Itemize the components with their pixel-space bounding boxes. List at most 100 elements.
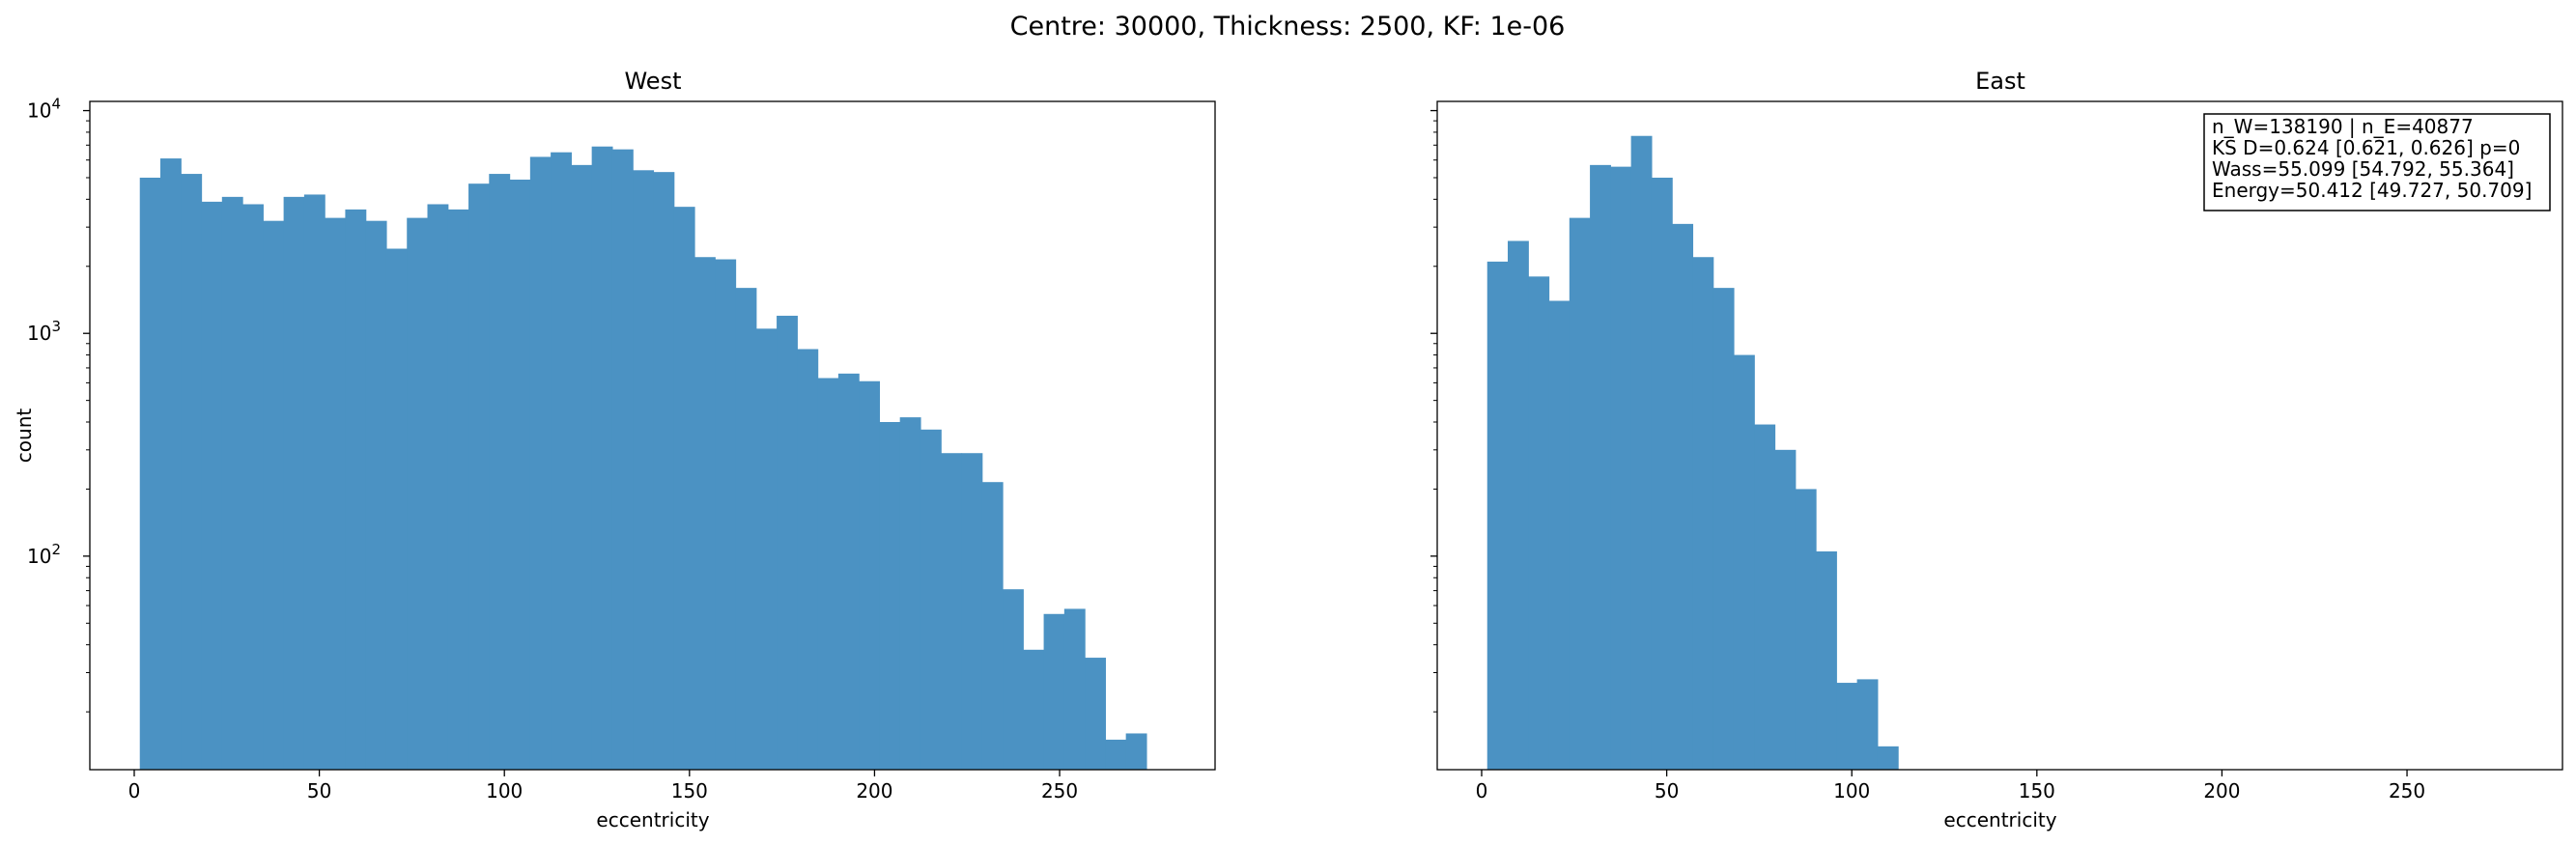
east-x-ticks: 0 50 100 150 200 250 <box>1476 770 2425 803</box>
east-bar <box>1816 550 1837 770</box>
west-bar <box>345 209 367 770</box>
west-bar <box>385 248 408 770</box>
west-bar <box>263 220 285 770</box>
east-bar <box>1877 746 1899 770</box>
west-bars <box>139 146 1147 771</box>
east-axes-frame <box>1436 100 2563 771</box>
west-x-tick-label: 200 <box>856 779 892 803</box>
east-x-tick-label: 250 <box>2389 779 2425 803</box>
west-bar <box>468 183 490 770</box>
west-bar <box>509 180 531 770</box>
west-axes-frame <box>89 100 1216 771</box>
west-x-tick-label: 100 <box>486 779 523 803</box>
east-bar <box>1856 679 1879 770</box>
stats-line-energy: Energy=50.412 [49.727, 50.709] <box>2212 179 2532 202</box>
west-bar <box>694 257 716 771</box>
west-bar <box>837 373 860 770</box>
east-bar <box>1630 135 1653 771</box>
west-bar <box>551 152 572 770</box>
west-bar <box>673 207 695 770</box>
east-x-tick-label: 150 <box>2019 779 2055 803</box>
east-bar <box>1672 223 1694 770</box>
west-y-tick-label: 102 <box>27 541 61 568</box>
east-bar <box>1486 261 1509 770</box>
west-bar <box>365 220 387 770</box>
east-bar <box>1528 276 1550 770</box>
west-bar <box>447 209 469 770</box>
west-x-tick-label: 150 <box>671 779 708 803</box>
west-bar <box>653 172 675 770</box>
west-y-axis-label: count <box>13 408 36 464</box>
east-bar <box>1692 257 1714 771</box>
east-bar <box>1610 166 1632 770</box>
west-panel: West 0 50 100 150 200 250 102 103 104 eccentric… <box>13 68 1216 831</box>
west-bar <box>755 328 778 770</box>
west-x-tick-label: 50 <box>307 779 331 803</box>
west-x-tick-label: 0 <box>128 779 141 803</box>
east-x-tick-label: 200 <box>2203 779 2240 803</box>
east-bar <box>1795 489 1817 770</box>
west-bar <box>283 196 305 770</box>
east-bar <box>1774 449 1797 770</box>
east-y-ticks <box>1430 109 1437 713</box>
east-bar <box>1569 217 1591 771</box>
west-bar <box>242 204 264 771</box>
east-bar <box>1548 300 1571 770</box>
west-y-tick-label: 103 <box>27 318 61 345</box>
west-bar <box>571 164 593 771</box>
west-bar <box>797 349 819 770</box>
east-panel-title: East <box>1975 68 2025 95</box>
east-bar <box>1754 424 1776 770</box>
west-bar <box>1125 733 1147 770</box>
west-bar <box>1023 649 1045 770</box>
west-x-tick-label: 250 <box>1041 779 1078 803</box>
west-bar <box>899 417 921 770</box>
west-bar <box>181 174 203 770</box>
east-bar <box>1713 288 1735 770</box>
west-bar <box>427 204 449 771</box>
west-bar <box>1063 608 1086 770</box>
west-bar <box>489 174 511 770</box>
east-panel: East 0 50 100 150 200 250 eccentricity n_W=13… <box>1430 68 2563 831</box>
east-x-tick-label: 100 <box>1833 779 1870 803</box>
east-x-tick-label: 50 <box>1655 779 1679 803</box>
west-bar <box>961 453 983 770</box>
east-bar <box>1590 164 1611 771</box>
figure-title: Centre: 30000, Thickness: 2500, KF: 1e-0… <box>1010 12 1566 42</box>
west-bar <box>735 288 757 770</box>
west-bar <box>817 378 839 770</box>
west-bar <box>715 259 737 770</box>
stats-annotation-frame <box>2203 113 2551 211</box>
west-bar <box>529 156 552 770</box>
east-x-axis-label: eccentricity <box>1943 808 2056 831</box>
east-bar <box>1836 683 1858 770</box>
stats-line-wass: Wass=55.099 [54.792, 55.364] <box>2212 157 2514 181</box>
west-bar <box>160 158 182 770</box>
west-bar <box>633 170 655 770</box>
west-bar <box>1105 739 1127 770</box>
west-x-ticks: 0 50 100 150 200 250 <box>128 770 1078 803</box>
west-bar <box>139 177 161 771</box>
east-bar <box>1508 240 1529 771</box>
east-bar <box>1651 177 1673 771</box>
west-bar <box>591 146 613 771</box>
west-panel-title: West <box>624 68 681 95</box>
west-bar <box>879 422 901 770</box>
west-bar <box>777 315 798 770</box>
east-bars <box>1486 135 1899 771</box>
west-y-ticks: 102 103 104 <box>27 96 90 713</box>
stats-line-counts: n_W=138190 | n_E=40877 <box>2212 115 2474 138</box>
west-bar <box>221 196 243 770</box>
east-x-tick-label: 0 <box>1476 779 1488 803</box>
west-y-tick-label: 104 <box>27 96 61 123</box>
west-bar <box>1003 589 1024 770</box>
stats-annotation-box: n_W=138190 | n_E=40877 KS D=0.624 [0.621… <box>2203 113 2551 211</box>
west-bar <box>1043 613 1065 770</box>
west-bar <box>611 149 634 771</box>
west-bar <box>303 194 326 770</box>
west-bar <box>920 429 942 770</box>
west-bar <box>981 482 1004 770</box>
west-bar <box>325 217 347 771</box>
stats-line-ks: KS D=0.624 [0.621, 0.626] p=0 <box>2212 136 2520 159</box>
